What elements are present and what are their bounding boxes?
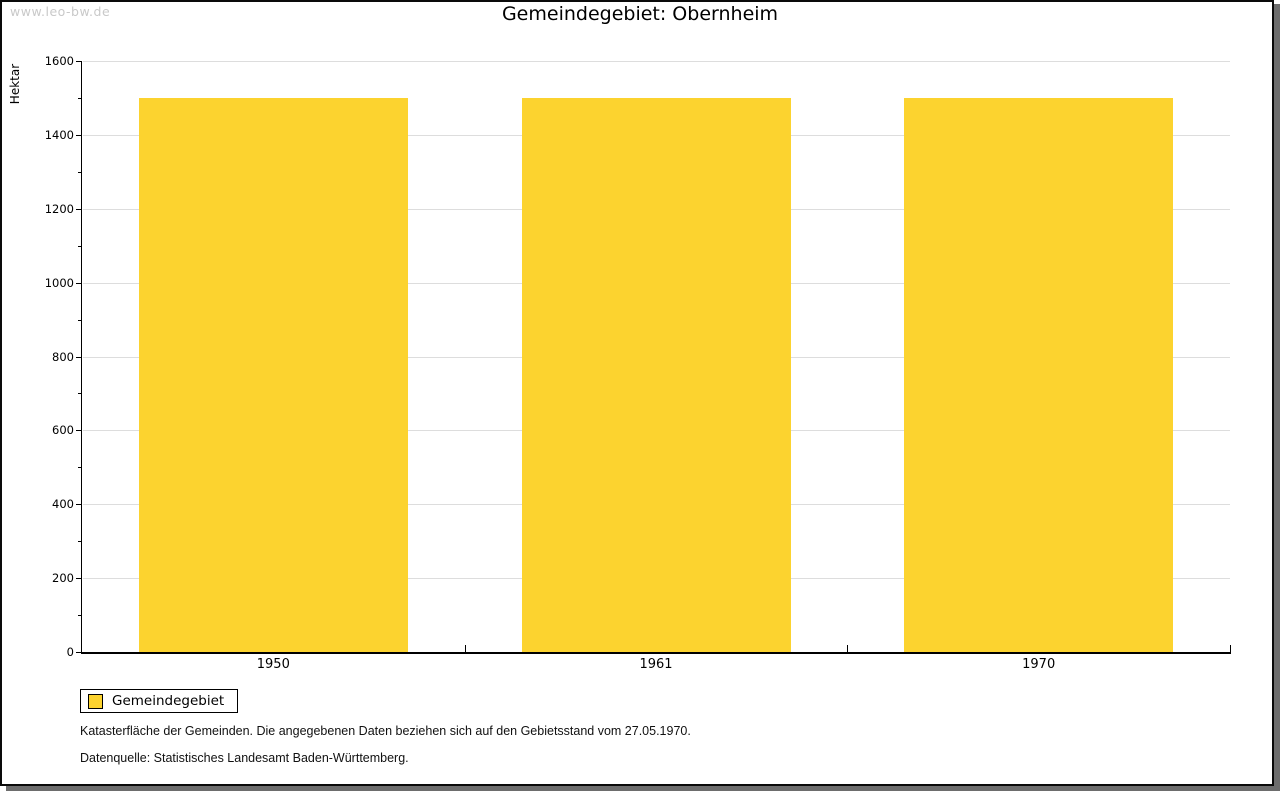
y-major-tick bbox=[76, 652, 82, 653]
gridline bbox=[83, 61, 1230, 62]
y-tick-label: 1000 bbox=[44, 275, 74, 290]
y-minor-tick bbox=[78, 319, 82, 321]
y-tick-label: 200 bbox=[52, 571, 74, 586]
legend: Gemeindegebiet bbox=[80, 689, 239, 713]
footnote-description: Katasterfläche der Gemeinden. Die angege… bbox=[80, 724, 691, 738]
y-tick-label: 0 bbox=[66, 645, 74, 659]
frame-shadow-bottom bbox=[6, 786, 1274, 791]
frame-shadow-right bbox=[1274, 4, 1280, 791]
y-major-tick bbox=[76, 578, 82, 580]
y-minor-tick bbox=[78, 615, 82, 617]
y-major-tick bbox=[76, 208, 82, 210]
y-minor-tick bbox=[78, 393, 82, 395]
watermark: www.leo-bw.de bbox=[10, 4, 111, 19]
y-major-tick bbox=[76, 430, 82, 432]
bar-1970 bbox=[904, 97, 1174, 652]
y-axis-line bbox=[81, 61, 82, 653]
y-major-tick bbox=[76, 282, 82, 284]
x-boundary-tick bbox=[464, 645, 466, 652]
y-major-tick bbox=[76, 61, 82, 62]
y-minor-tick bbox=[78, 97, 82, 99]
y-minor-tick bbox=[78, 171, 82, 173]
bar-1950 bbox=[138, 97, 408, 652]
x-tick-label: 1950 bbox=[256, 657, 290, 672]
y-tick-label: 800 bbox=[52, 349, 74, 364]
chart-title: Gemeindegebiet: Obernheim bbox=[501, 3, 779, 25]
y-tick-label: 600 bbox=[52, 423, 74, 438]
y-minor-tick bbox=[78, 541, 82, 543]
legend-swatch-icon bbox=[88, 693, 103, 709]
x-axis-line bbox=[81, 652, 1231, 654]
footnote-source: Datenquelle: Statistisches Landesamt Bad… bbox=[80, 751, 409, 765]
y-tick-label: 1200 bbox=[44, 201, 74, 216]
y-tick-label: 1400 bbox=[44, 127, 74, 142]
x-boundary-tick bbox=[847, 645, 849, 652]
y-minor-tick bbox=[78, 245, 82, 247]
x-tick-label: 1961 bbox=[639, 657, 673, 672]
y-tick-label: 400 bbox=[52, 497, 74, 512]
y-major-tick bbox=[76, 504, 82, 506]
x-boundary-tick bbox=[1230, 645, 1231, 652]
bar-1961 bbox=[521, 97, 791, 652]
legend-label: Gemeindegebiet bbox=[112, 693, 225, 709]
y-tick-label: 1600 bbox=[44, 54, 74, 68]
y-major-tick bbox=[76, 134, 82, 136]
x-tick-label: 1970 bbox=[1022, 657, 1056, 672]
y-minor-tick bbox=[78, 467, 82, 469]
y-major-tick bbox=[76, 356, 82, 358]
